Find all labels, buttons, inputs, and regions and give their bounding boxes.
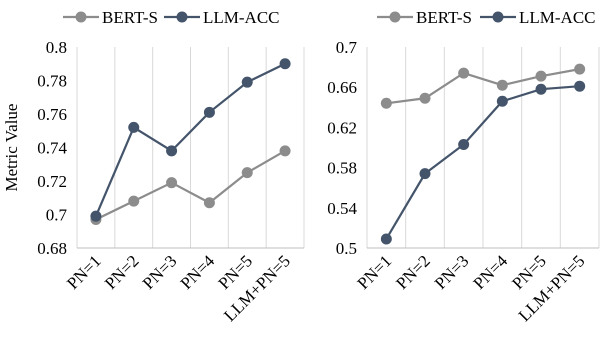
data-point-bert-s [128, 195, 140, 207]
y-axis-label: Metric Value [2, 104, 21, 192]
legend-entry-llm-acc: LLM-ACC [480, 8, 596, 27]
data-point-bert-s [535, 70, 547, 82]
y-tick-label: 0.62 [327, 118, 357, 137]
data-point-llm-acc [574, 80, 586, 92]
y-tick-label: 0.76 [37, 105, 67, 124]
y-tick-label: 0.78 [37, 72, 67, 91]
legend-label: LLM-ACC [203, 8, 280, 27]
series-line-bert-s [386, 68, 580, 105]
data-point-llm-acc [535, 83, 547, 95]
data-point-bert-s [203, 197, 215, 209]
x-tick-label: PN=2 [392, 251, 434, 293]
data-point-bert-s [419, 92, 431, 104]
legend-entry-bert-s: BERT-S [63, 8, 158, 27]
x-tick-label: PN=3 [431, 251, 473, 293]
data-point-bert-s [166, 177, 178, 189]
y-tick-label: 0.5 [336, 239, 357, 258]
y-tick-label: 0.8 [46, 38, 67, 57]
legend-entry-bert-s: BERT-S [377, 8, 472, 27]
y-tick-label: 0.54 [327, 199, 357, 218]
y-tick-label: 0.58 [327, 159, 357, 178]
legend-label: BERT-S [102, 8, 158, 27]
data-point-bert-s [574, 63, 586, 75]
series-line-bert-s [95, 149, 286, 221]
legend-entry-llm-acc: LLM-ACC [164, 8, 280, 27]
data-point-llm-acc [241, 76, 253, 88]
data-point-bert-s [241, 167, 253, 179]
data-point-llm-acc [419, 168, 431, 180]
legend-label: LLM-ACC [519, 8, 596, 27]
data-point-bert-s [496, 79, 508, 91]
data-point-bert-s [458, 67, 470, 79]
x-tick-label: PN=1 [354, 251, 396, 293]
data-point-bert-s [279, 145, 291, 157]
data-point-llm-acc [458, 138, 470, 150]
y-tick-label: 0.66 [327, 78, 357, 97]
y-tick-label: 0.68 [37, 239, 67, 258]
y-tick-label: 0.7 [336, 38, 358, 57]
data-point-llm-acc [380, 233, 392, 245]
x-tick-label: PN=2 [101, 251, 143, 293]
legend-label: BERT-S [416, 8, 472, 27]
legend-marker [176, 11, 188, 23]
data-point-llm-acc [128, 121, 140, 133]
data-point-llm-acc [279, 58, 291, 70]
data-point-llm-acc [496, 95, 508, 107]
x-tick-label: PN=3 [139, 251, 181, 293]
chart-panel-1: 0.68 0.7 0.72 0.74 0.76 0.78 0.8 PN=1PN=2PN=3PN… [2, 8, 305, 325]
x-tick-label: PN=1 [63, 251, 105, 293]
legend-marker [492, 11, 504, 23]
data-point-llm-acc [203, 106, 215, 118]
data-point-llm-acc [90, 210, 102, 222]
y-tick-label: 0.72 [37, 172, 67, 191]
legend-marker [75, 11, 87, 23]
series-line-llm-acc [94, 62, 286, 217]
y-tick-label: 0.7 [46, 206, 68, 225]
y-tick-label: 0.74 [37, 139, 67, 158]
x-tick-label: PN=4 [177, 251, 219, 293]
data-point-llm-acc [166, 145, 178, 157]
legend-marker [389, 11, 401, 23]
chart-panel-2: 0.50.540.580.620.660.7PN=1PN=2PN=3PN=4PN… [327, 8, 600, 325]
data-point-bert-s [380, 97, 392, 109]
series-line-llm-acc [385, 85, 580, 240]
x-tick-label: PN=4 [470, 251, 512, 293]
